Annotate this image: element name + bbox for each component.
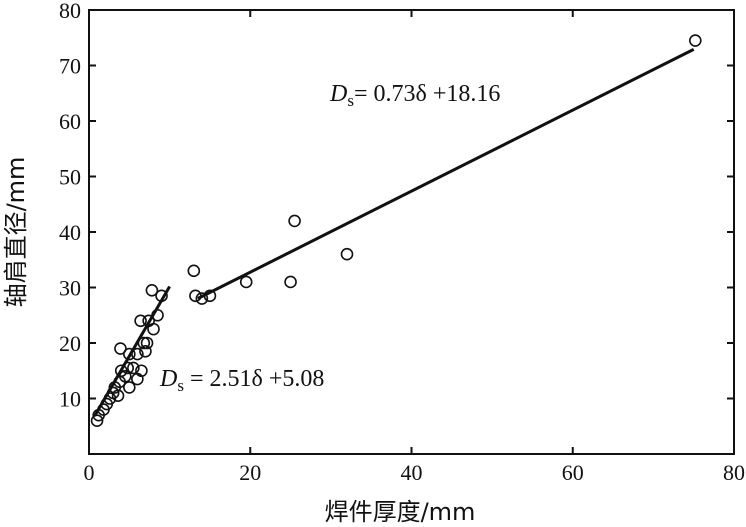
x-tick-label: 0 [84, 460, 95, 485]
y-tick-label: 20 [59, 331, 81, 356]
x-tick-label: 80 [723, 460, 745, 485]
data-point [140, 336, 154, 350]
data-point [131, 347, 144, 361]
data-point [137, 336, 151, 350]
data-point [189, 289, 202, 303]
y-tick-label: 60 [59, 109, 81, 134]
y-tick-label: 80 [59, 0, 81, 23]
data-point [688, 34, 702, 47]
data-point [135, 364, 148, 378]
data-point [203, 289, 217, 303]
data-point [145, 283, 159, 297]
x-tick-label: 20 [239, 460, 261, 485]
data-point [340, 247, 354, 261]
y-tick-label: 50 [59, 165, 81, 190]
y-tick-label: 10 [59, 387, 81, 412]
data-point [147, 322, 160, 336]
data-point [239, 275, 253, 289]
x-tick-label: 60 [562, 460, 584, 485]
data-point [195, 292, 209, 305]
data-point [139, 345, 152, 358]
y-tick-label: 40 [59, 220, 81, 245]
data-point [123, 347, 136, 361]
data-point [151, 308, 164, 322]
x-axis-title: 焊件厚度/mm [325, 498, 476, 526]
data-point [114, 342, 127, 355]
data-point [288, 214, 301, 228]
x-tick-labels: 0 20 40 60 80 [84, 460, 746, 485]
data-point [121, 361, 134, 375]
data-point [123, 381, 136, 394]
y-tick-label: 30 [59, 276, 81, 301]
axis-ticks [88, 9, 735, 454]
y-tick-label: 70 [59, 54, 81, 79]
y-axis-title: 轴肩直径/mm [2, 157, 30, 308]
data-point [118, 369, 132, 383]
data-point [90, 414, 104, 428]
data-point [127, 361, 140, 375]
data-point [134, 314, 147, 328]
x-tick-label: 40 [401, 460, 423, 485]
data-point [284, 275, 297, 289]
y-tick-labels: 10 20 30 40 50 60 70 80 [59, 0, 81, 412]
equation-lower: Ds = 2.51δ +5.08 [159, 366, 324, 395]
data-point [155, 289, 168, 303]
data-point [187, 264, 201, 278]
data-points [90, 34, 702, 428]
equation-upper: Ds= 0.73δ +18.16 [329, 81, 500, 110]
fit-line-2 [197, 48, 695, 300]
data-point [111, 389, 125, 403]
